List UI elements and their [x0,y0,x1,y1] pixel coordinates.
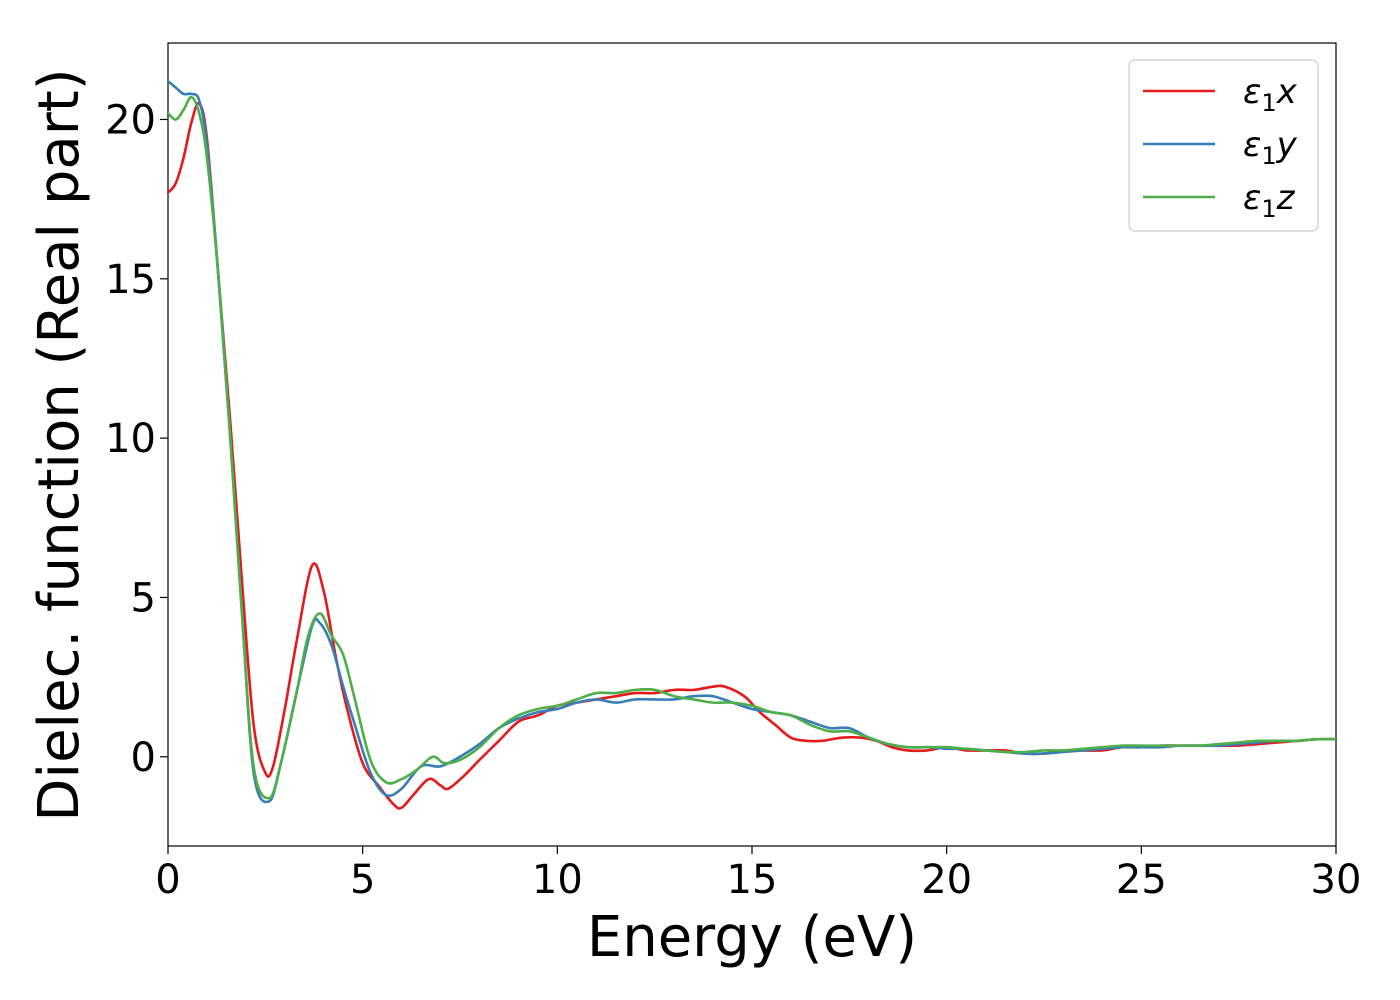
y-tick-label: 10 [105,416,156,462]
y-tick-label: 20 [105,97,156,143]
x-tick-label: 0 [155,857,180,903]
y-axis-label: Dielec. function (Real part) [27,68,92,821]
legend: ε1x ε1y ε1z [1128,59,1319,232]
x-tick-label: 10 [532,857,583,903]
x-axis-label: Energy (eV) [587,905,917,970]
y-tick-label: 5 [131,575,156,621]
series-line-y [168,79,1336,804]
legend-box [1128,59,1319,232]
y-axis-ticks: 0 5 10 15 20 [105,97,168,781]
legend-label-x: ε1x [1243,72,1298,117]
x-axis-ticks: 0 5 10 15 20 25 30 [155,846,1361,903]
x-tick-label: 20 [921,857,972,903]
legend-label-y: ε1y [1243,125,1298,170]
series-line-z [168,95,1336,800]
x-tick-label: 30 [1311,857,1362,903]
series-layer [168,79,1336,810]
y-tick-label: 0 [131,735,156,781]
x-tick-label: 25 [1116,857,1167,903]
x-tick-label: 15 [727,857,778,903]
legend-label-z: ε1z [1243,178,1296,223]
x-tick-label: 5 [350,857,375,903]
y-tick-label: 15 [105,257,156,303]
